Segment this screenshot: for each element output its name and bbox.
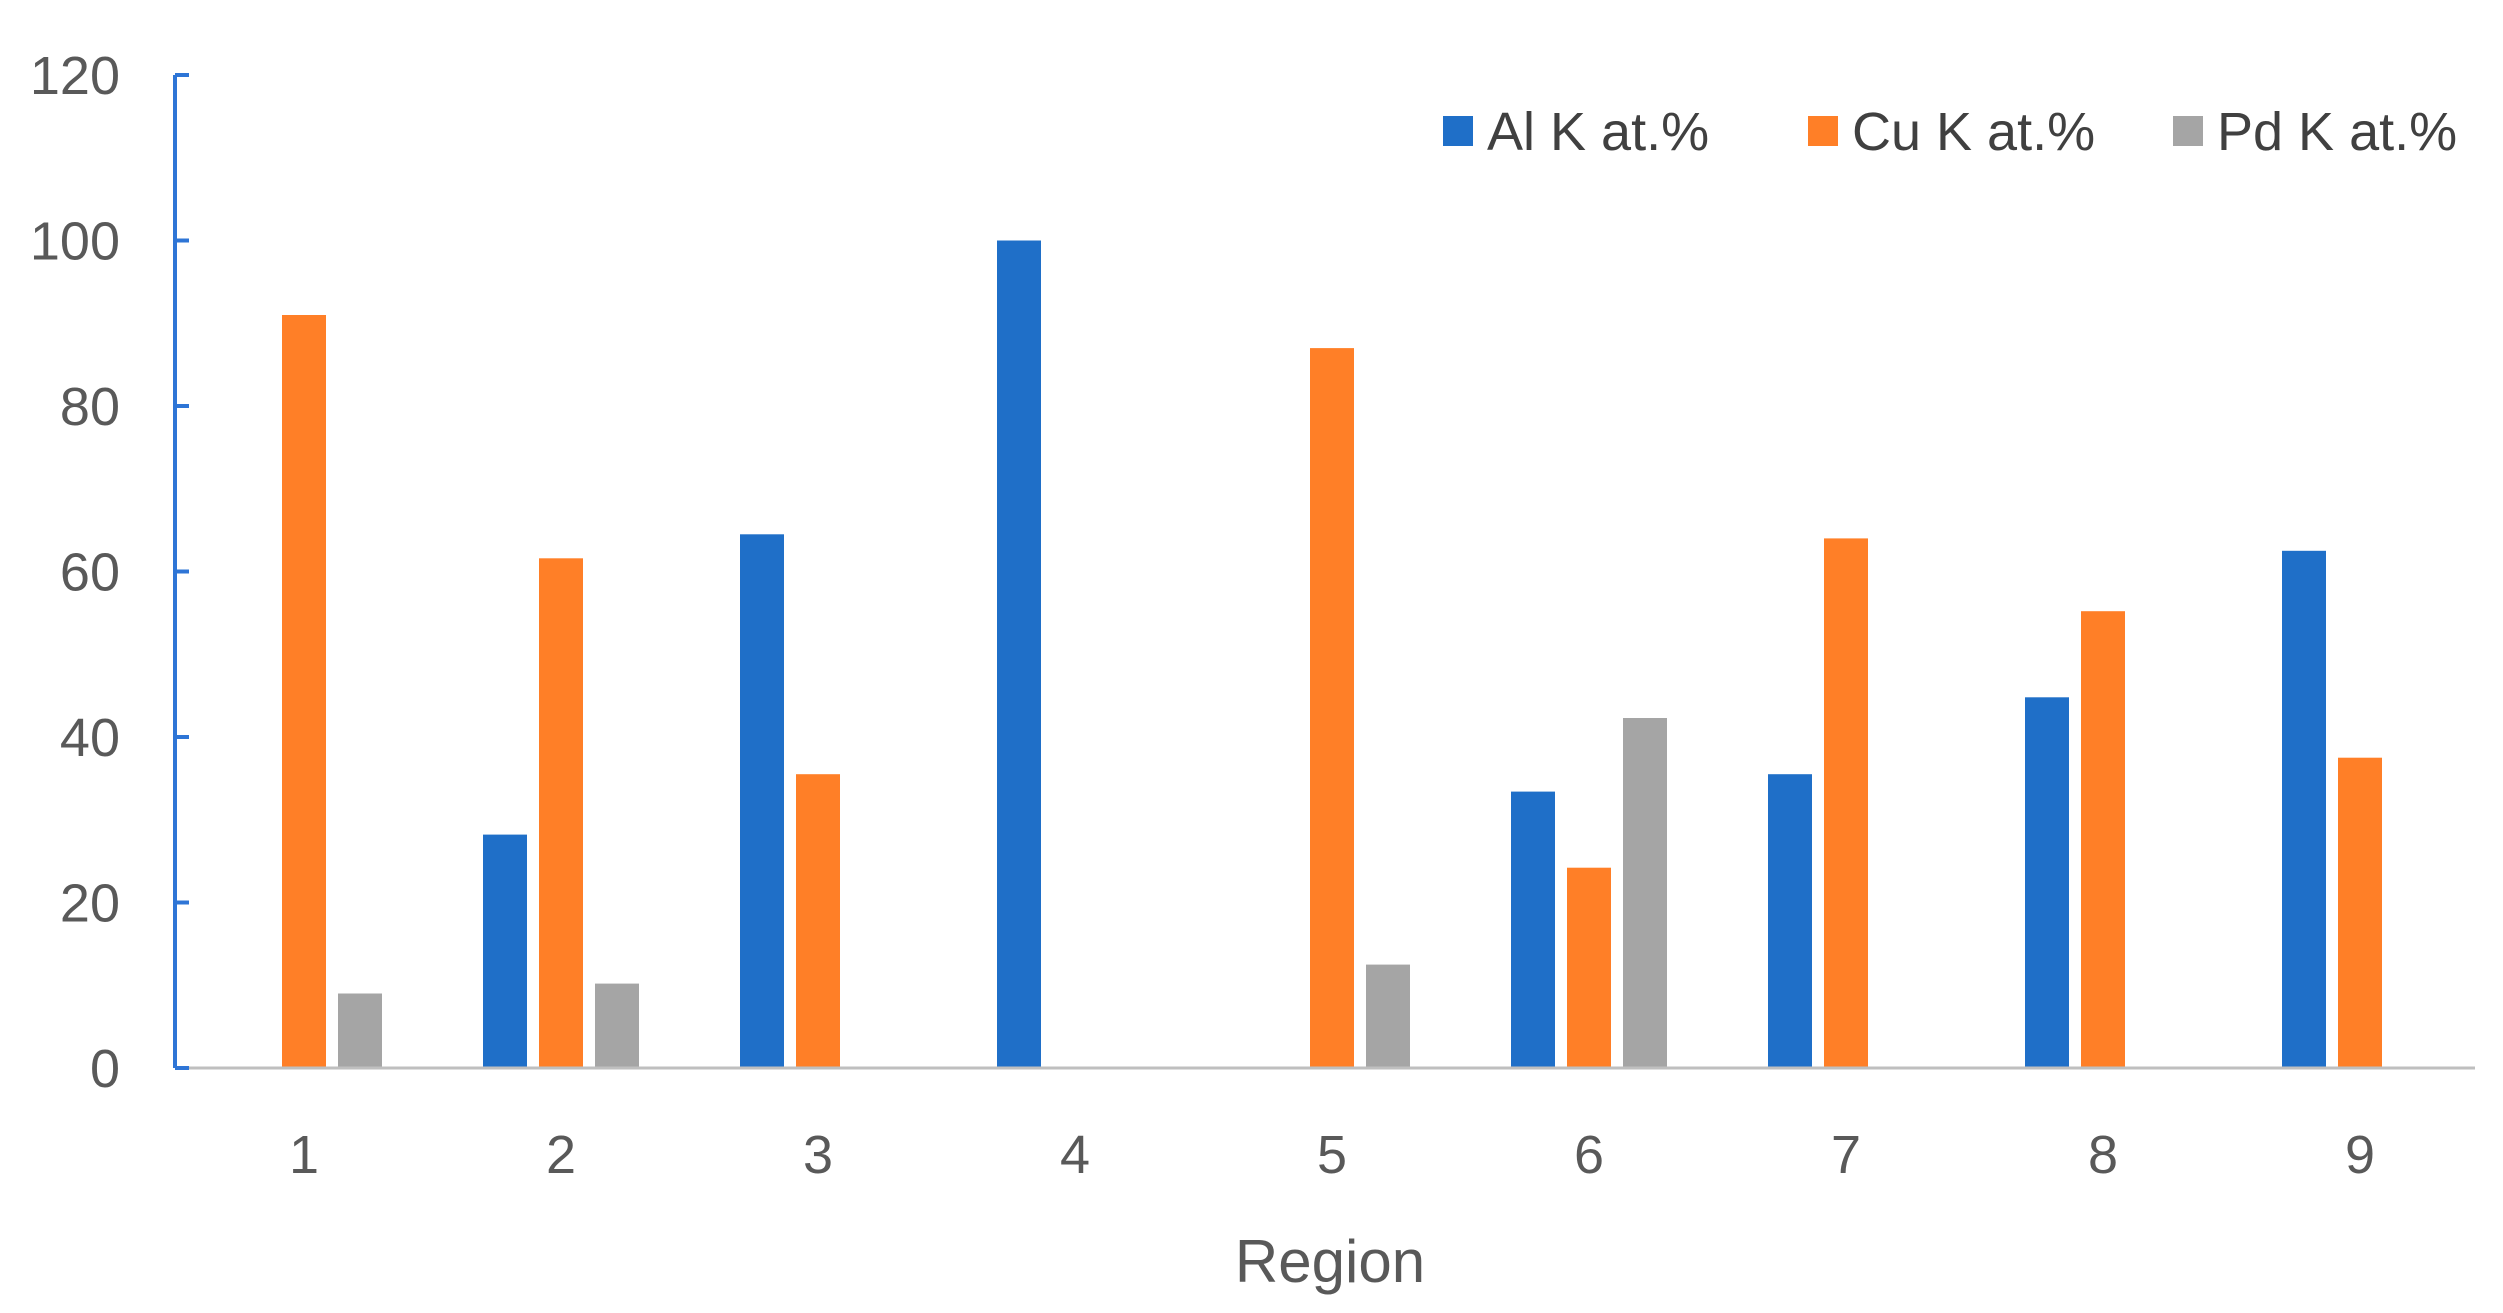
y-tick-label: 120 bbox=[30, 46, 120, 106]
bars-layer bbox=[282, 240, 2382, 1069]
bar-series-2-region-1 bbox=[282, 315, 326, 1068]
x-tick-label: 9 bbox=[2345, 1125, 2375, 1185]
bar-series-3-region-1 bbox=[338, 993, 382, 1068]
bar-series-3-region-5 bbox=[1366, 964, 1410, 1068]
legend-swatch-3 bbox=[2173, 116, 2203, 146]
x-tick-label: 2 bbox=[546, 1125, 576, 1185]
x-tick-label: 1 bbox=[289, 1125, 319, 1185]
legend: Al K at.% Cu K at.% Pd K at.% bbox=[1443, 102, 2457, 162]
legend-label-2: Cu K at.% bbox=[1852, 102, 2095, 162]
x-tick-label: 3 bbox=[803, 1125, 833, 1185]
x-tick-label: 7 bbox=[1831, 1125, 1861, 1185]
bar-series-1-region-6 bbox=[1511, 791, 1555, 1068]
bar-series-1-region-2 bbox=[483, 834, 527, 1068]
axes-layer bbox=[173, 73, 2475, 1070]
bar-series-1-region-7 bbox=[1768, 774, 1812, 1068]
legend-label-3: Pd K at.% bbox=[2217, 102, 2457, 162]
legend-swatch-1 bbox=[1443, 116, 1473, 146]
bar-series-2-region-6 bbox=[1567, 867, 1611, 1068]
bar-series-2-region-8 bbox=[2081, 611, 2125, 1068]
x-tick-label: 4 bbox=[1060, 1125, 1090, 1185]
x-tick-label: 5 bbox=[1317, 1125, 1347, 1185]
legend-swatch-2 bbox=[1808, 116, 1838, 146]
bar-series-2-region-7 bbox=[1824, 538, 1868, 1068]
bar-series-3-region-6 bbox=[1623, 718, 1667, 1068]
bar-series-2-region-9 bbox=[2338, 757, 2382, 1068]
bar-series-2-region-3 bbox=[796, 774, 840, 1068]
bar-series-3-region-2 bbox=[595, 983, 639, 1068]
bar-series-1-region-8 bbox=[2025, 697, 2069, 1068]
y-tick-label: 80 bbox=[60, 377, 120, 437]
bar-series-2-region-5 bbox=[1310, 348, 1354, 1069]
bar-series-1-region-9 bbox=[2282, 550, 2326, 1068]
bar-series-2-region-2 bbox=[539, 558, 583, 1068]
bar-series-1-region-3 bbox=[740, 534, 784, 1068]
x-axis-title: Region bbox=[1235, 1228, 1425, 1295]
y-tick-label: 40 bbox=[60, 708, 120, 768]
y-tick-label: 0 bbox=[90, 1039, 120, 1099]
tick-labels-layer: 0 20 40 60 80 100 120 1 2 3 4 5 6 7 8 9 bbox=[30, 46, 2375, 1185]
legend-label-1: Al K at.% bbox=[1487, 102, 1709, 162]
x-tick-label: 6 bbox=[1574, 1125, 1604, 1185]
y-tick-label: 20 bbox=[60, 874, 120, 934]
y-tick-label: 100 bbox=[30, 212, 120, 272]
bar-series-1-region-4 bbox=[997, 240, 1041, 1068]
x-tick-label: 8 bbox=[2088, 1125, 2118, 1185]
y-tick-label: 60 bbox=[60, 543, 120, 603]
